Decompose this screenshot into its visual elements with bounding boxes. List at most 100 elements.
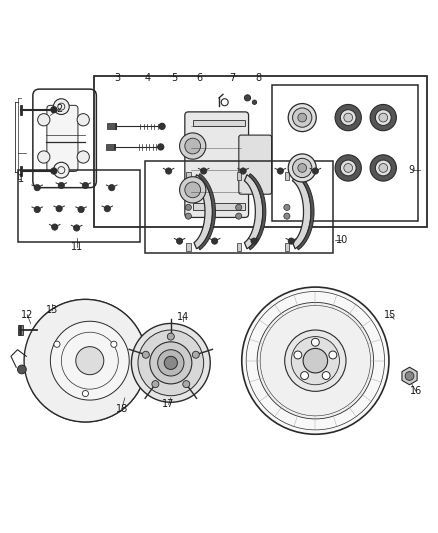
Circle shape	[242, 287, 389, 434]
Circle shape	[340, 160, 356, 176]
Bar	[237, 243, 241, 251]
Circle shape	[180, 177, 206, 203]
Circle shape	[56, 206, 62, 212]
Circle shape	[38, 114, 50, 126]
Polygon shape	[402, 367, 417, 385]
Circle shape	[180, 133, 206, 159]
Circle shape	[236, 204, 242, 211]
Circle shape	[50, 321, 129, 400]
Circle shape	[405, 372, 414, 381]
Text: 15: 15	[384, 310, 396, 320]
Circle shape	[185, 204, 191, 211]
Circle shape	[298, 113, 307, 122]
Circle shape	[252, 100, 257, 104]
Text: 7: 7	[229, 73, 235, 83]
Circle shape	[58, 182, 64, 189]
Circle shape	[322, 372, 330, 379]
Polygon shape	[244, 175, 263, 249]
Circle shape	[335, 155, 361, 181]
Circle shape	[285, 330, 346, 391]
Circle shape	[277, 168, 283, 174]
Bar	[272, 85, 418, 221]
Circle shape	[131, 324, 210, 402]
Bar	[18, 170, 140, 243]
Circle shape	[312, 168, 318, 174]
Bar	[186, 172, 191, 180]
Circle shape	[24, 300, 147, 422]
Circle shape	[18, 365, 26, 374]
Bar	[285, 172, 289, 180]
Circle shape	[288, 238, 294, 244]
Polygon shape	[249, 174, 266, 250]
Bar	[106, 144, 115, 150]
Circle shape	[159, 123, 165, 130]
Circle shape	[291, 336, 339, 385]
Circle shape	[34, 206, 40, 213]
Circle shape	[251, 238, 257, 244]
FancyBboxPatch shape	[239, 135, 272, 194]
Circle shape	[375, 160, 391, 176]
Bar	[94, 76, 427, 227]
Polygon shape	[293, 175, 311, 249]
Circle shape	[78, 206, 84, 213]
Circle shape	[104, 206, 110, 212]
Bar	[186, 243, 191, 251]
Circle shape	[111, 341, 117, 348]
Polygon shape	[198, 174, 215, 250]
Circle shape	[51, 168, 57, 174]
Circle shape	[82, 391, 88, 397]
Bar	[193, 203, 245, 209]
Text: 1: 1	[18, 174, 24, 184]
Circle shape	[52, 224, 58, 230]
Text: 12: 12	[21, 310, 33, 320]
Polygon shape	[194, 175, 212, 249]
Circle shape	[344, 113, 353, 122]
Text: 16: 16	[410, 386, 422, 397]
Circle shape	[150, 342, 192, 384]
Circle shape	[340, 110, 356, 125]
Circle shape	[244, 95, 251, 101]
Text: 14: 14	[177, 312, 189, 322]
Circle shape	[288, 154, 316, 182]
FancyBboxPatch shape	[185, 112, 249, 217]
Bar	[18, 325, 23, 335]
Text: 6: 6	[196, 73, 202, 83]
Circle shape	[212, 238, 218, 244]
Circle shape	[74, 225, 80, 231]
Circle shape	[185, 138, 201, 154]
Circle shape	[329, 351, 337, 359]
Circle shape	[77, 114, 89, 126]
Circle shape	[375, 110, 391, 125]
Circle shape	[300, 372, 308, 379]
Polygon shape	[32, 300, 147, 422]
Circle shape	[142, 351, 149, 358]
Bar	[193, 120, 245, 126]
Circle shape	[370, 155, 396, 181]
Circle shape	[288, 103, 316, 132]
Circle shape	[76, 346, 104, 375]
Circle shape	[192, 351, 199, 358]
Circle shape	[53, 99, 69, 115]
Text: 4: 4	[145, 73, 151, 83]
Text: 13: 13	[46, 305, 58, 316]
Circle shape	[240, 168, 246, 174]
Circle shape	[257, 302, 374, 419]
Text: 8: 8	[255, 73, 261, 83]
Text: 17: 17	[162, 399, 175, 409]
Circle shape	[158, 144, 164, 150]
Text: 3: 3	[114, 73, 120, 83]
Circle shape	[167, 333, 174, 340]
Circle shape	[164, 356, 177, 369]
Circle shape	[53, 162, 69, 178]
Circle shape	[284, 213, 290, 219]
Circle shape	[109, 184, 115, 191]
Bar	[145, 161, 333, 253]
Circle shape	[293, 158, 312, 177]
Circle shape	[370, 104, 396, 131]
Circle shape	[379, 164, 388, 172]
Text: 10: 10	[336, 235, 348, 245]
Bar	[237, 172, 241, 180]
Circle shape	[185, 182, 201, 198]
Circle shape	[152, 381, 159, 387]
Circle shape	[158, 350, 184, 376]
